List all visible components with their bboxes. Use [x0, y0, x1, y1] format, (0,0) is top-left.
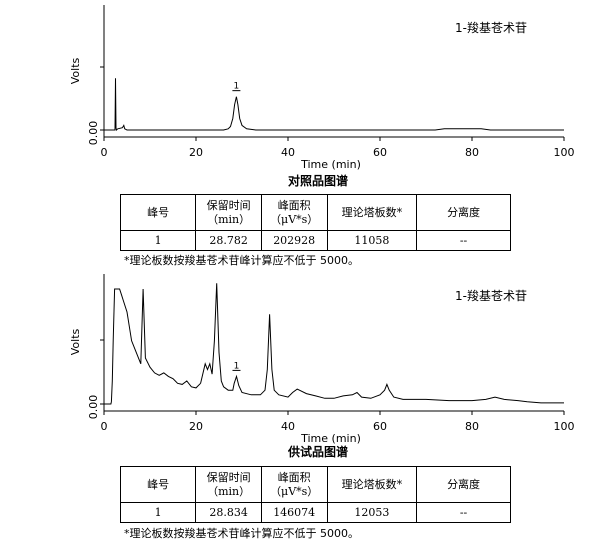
y-tick-label: 0.00 — [87, 121, 100, 146]
reference-results-table: 峰号 保留时间 （min） 峰面积 （μV*s） 理论塔板数* 分离度 1 28.7… — [119, 194, 511, 251]
x-axis-label: Time (min) — [300, 432, 361, 445]
cell-peak-area: 202928 — [260, 230, 328, 251]
x-tick-label: 20 — [189, 420, 203, 433]
chromatogram-trace — [104, 78, 564, 131]
header-retention-time-unit: （min） — [207, 212, 251, 226]
y-axis-label: Volts — [69, 328, 82, 355]
sample-chromatogram: 0.00 Volts 0 20 40 60 80 100 Time (min) 1-羧基苍… — [69, 274, 575, 459]
x-tick-label: 100 — [554, 146, 575, 159]
header-retention-time-label: 保留时间 — [206, 470, 251, 484]
cell-retention-time: 28.782 — [195, 230, 262, 251]
sample-results-table: 峰号 保留时间 （min） 峰面积 （μV*s） 理论塔板数* 分离度 1 28.8… — [119, 466, 511, 523]
header-peak-area-label: 峰面积 — [277, 470, 311, 484]
x-tick-label: 80 — [465, 420, 479, 433]
y-axis-label: Volts — [69, 57, 82, 84]
header-peak-area: 峰面积 （μV*s） — [260, 194, 328, 231]
peak-label: 1 — [234, 361, 240, 371]
table-footnote: *理论板数按羧基苍术苷峰计算应不低于 5000。 — [124, 254, 359, 267]
cell-plate-count: 11058 — [326, 230, 418, 251]
cell-retention-time: 28.834 — [195, 502, 262, 523]
peak-marker: 1 — [232, 361, 241, 371]
chart-legend-text: 1-羧基苍术苷 — [455, 20, 527, 35]
x-tick-label: 60 — [373, 420, 387, 433]
table-footnote: *理论板数按羧基苍术苷峰计算应不低于 5000。 — [124, 527, 359, 540]
x-tick-label: 40 — [281, 146, 295, 159]
x-tick-label: 80 — [465, 146, 479, 159]
peak-label: 1 — [234, 82, 240, 92]
header-peak-area-label: 峰面积 — [277, 198, 311, 212]
header-retention-time: 保留时间 （min） — [195, 194, 262, 231]
header-peak-no: 峰号 — [119, 466, 197, 503]
cell-resolution: -- — [416, 230, 511, 251]
header-retention-time: 保留时间 （min） — [195, 466, 262, 503]
header-plate-count: 理论塔板数* — [326, 194, 418, 231]
cell-peak-no: 1 — [119, 502, 197, 523]
x-tick-label: 20 — [189, 146, 203, 159]
reference-chromatogram: 0.00 Volts 0 20 40 60 80 100 Time (min) 1-羧基苍… — [69, 5, 575, 188]
cell-peak-no: 1 — [119, 230, 197, 251]
x-tick-label: 40 — [281, 420, 295, 433]
cell-resolution: -- — [416, 502, 511, 523]
x-tick-label: 0 — [101, 420, 108, 433]
header-retention-time-unit: （min） — [207, 484, 251, 498]
chart-caption: 供试品图谱 — [287, 444, 348, 459]
header-peak-area-unit: （μV*s） — [270, 212, 319, 226]
header-resolution: 分离度 — [416, 466, 511, 503]
peak-marker: 1 — [232, 82, 241, 92]
x-ticks: 0 20 40 60 80 100 — [101, 411, 575, 433]
y-tick-label: 0.00 — [87, 395, 100, 420]
x-tick-label: 0 — [101, 146, 108, 159]
header-peak-area-unit: （μV*s） — [270, 484, 319, 498]
chart-legend-text: 1-羧基苍术苷 — [455, 288, 527, 303]
x-ticks: 0 20 40 60 80 100 — [101, 137, 575, 159]
cell-plate-count: 12053 — [326, 502, 418, 523]
chromatogram-trace — [104, 283, 564, 405]
x-tick-label: 60 — [373, 146, 387, 159]
header-retention-time-label: 保留时间 — [206, 198, 251, 212]
header-peak-area: 峰面积 （μV*s） — [260, 466, 328, 503]
chart-caption: 对照品图谱 — [288, 173, 348, 188]
x-tick-label: 100 — [554, 420, 575, 433]
header-plate-count: 理论塔板数* — [326, 466, 418, 503]
header-peak-no: 峰号 — [119, 194, 197, 231]
cell-peak-area: 146074 — [260, 502, 328, 523]
x-axis-label: Time (min) — [300, 158, 361, 171]
header-resolution: 分离度 — [416, 194, 511, 231]
